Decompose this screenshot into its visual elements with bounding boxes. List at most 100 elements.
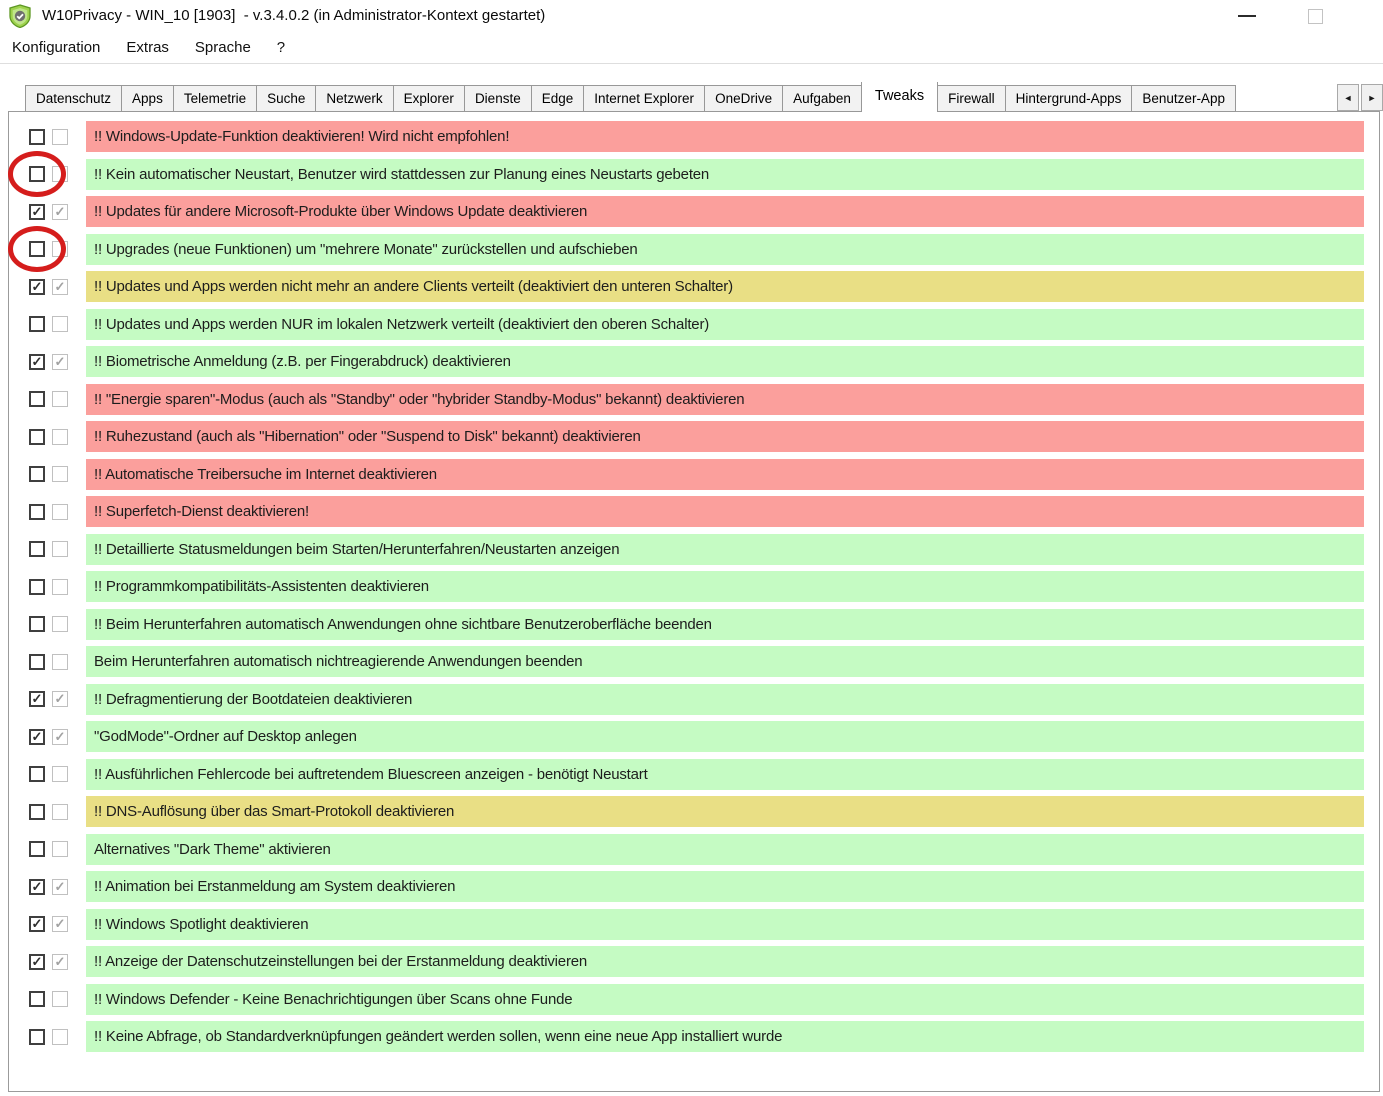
tweak-row: Alternatives "Dark Theme" aktivieren (9, 834, 1379, 865)
tweak-checkbox-primary[interactable] (29, 316, 45, 332)
tab-scroll-left-icon[interactable]: ◄ (1337, 84, 1359, 111)
tweak-checkbox-primary[interactable] (29, 504, 45, 520)
minimize-icon[interactable] (1238, 15, 1256, 17)
tweak-checkbox-primary[interactable] (29, 166, 45, 182)
tweak-row: !! Updates und Apps werden nicht mehr an… (9, 271, 1379, 302)
tweak-checkbox-primary[interactable] (29, 916, 45, 932)
tweak-checkbox-primary[interactable] (29, 654, 45, 670)
tab-explorer[interactable]: Explorer (393, 85, 465, 112)
tweak-checkbox-applied (52, 1029, 68, 1045)
tweak-label: !! Automatische Treibersuche im Internet… (86, 459, 1364, 490)
tweak-label: !! Updates und Apps werden nicht mehr an… (86, 271, 1364, 302)
tweak-checkbox-primary[interactable] (29, 541, 45, 557)
tweak-label: !! Superfetch-Dienst deaktivieren! (86, 496, 1364, 527)
tweak-checkbox-applied (52, 241, 68, 257)
tab-benutzer-app[interactable]: Benutzer-App (1131, 85, 1236, 112)
menu-item-extras[interactable]: Extras (116, 34, 179, 61)
tweak-checkbox-applied (52, 279, 68, 295)
tweak-checkbox-primary[interactable] (29, 241, 45, 257)
menu-item-help[interactable]: ? (267, 34, 295, 61)
tweak-label: !! Updates und Apps werden NUR im lokale… (86, 309, 1364, 340)
tweak-row: !! Updates und Apps werden NUR im lokale… (9, 309, 1379, 340)
tweak-label: "GodMode"-Ordner auf Desktop anlegen (86, 721, 1364, 752)
tweak-label: !! Defragmentierung der Bootdateien deak… (86, 684, 1364, 715)
tweak-row: !! Anzeige der Datenschutzeinstellungen … (9, 946, 1379, 977)
tweak-checkbox-primary[interactable] (29, 841, 45, 857)
tweak-checkbox-applied (52, 916, 68, 932)
tweak-label: !! Ausführlichen Fehlercode bei auftrete… (86, 759, 1364, 790)
maximize-icon[interactable] (1308, 9, 1323, 24)
tab-suche[interactable]: Suche (256, 85, 316, 112)
tweak-checkbox-applied (52, 316, 68, 332)
tab-strip: DatenschutzAppsTelemetrieSucheNetzwerkEx… (25, 82, 1380, 112)
tweak-label: !! Updates für andere Microsoft-Produkte… (86, 196, 1364, 227)
tweak-checkbox-applied (52, 616, 68, 632)
tweak-checkbox-primary[interactable] (29, 466, 45, 482)
tweak-checkbox-primary[interactable] (29, 954, 45, 970)
tweak-checkbox-applied (52, 766, 68, 782)
tab-onedrive[interactable]: OneDrive (704, 85, 783, 112)
tweak-checkbox-applied (52, 654, 68, 670)
tab-tweaks[interactable]: Tweaks (861, 82, 938, 112)
tab-netzwerk[interactable]: Netzwerk (315, 85, 393, 112)
tab-datenschutz[interactable]: Datenschutz (25, 85, 122, 112)
tweak-checkbox-primary[interactable] (29, 391, 45, 407)
tab-edge[interactable]: Edge (531, 85, 585, 112)
window-title: W10Privacy - WIN_10 [1903] - v.3.4.0.2 (… (42, 7, 545, 24)
tweak-row: !! Updates für andere Microsoft-Produkte… (9, 196, 1379, 227)
tweak-checkbox-primary[interactable] (29, 354, 45, 370)
tweak-label: !! Ruhezustand (auch als "Hibernation" o… (86, 421, 1364, 452)
tweak-label: !! Windows-Update-Funktion deaktivieren!… (86, 121, 1364, 152)
tweak-checkbox-applied (52, 579, 68, 595)
tab-dienste[interactable]: Dienste (464, 85, 532, 112)
tweak-checkbox-applied (52, 204, 68, 220)
tweak-checkbox-applied (52, 166, 68, 182)
tweak-checkbox-primary[interactable] (29, 579, 45, 595)
tweak-label: !! Animation bei Erstanmeldung am System… (86, 871, 1364, 902)
tweak-checkbox-primary[interactable] (29, 729, 45, 745)
tweak-label: !! Programmkompatibilitäts-Assistenten d… (86, 571, 1364, 602)
tweak-checkbox-primary[interactable] (29, 616, 45, 632)
tweak-row: !! Windows Spotlight deaktivieren (9, 909, 1379, 940)
tweak-checkbox-primary[interactable] (29, 1029, 45, 1045)
tab-firewall[interactable]: Firewall (937, 85, 1006, 112)
tweak-checkbox-primary[interactable] (29, 691, 45, 707)
tweak-row: !! Automatische Treibersuche im Internet… (9, 459, 1379, 490)
tweak-label: Beim Herunterfahren automatisch nichtrea… (86, 646, 1364, 677)
tweak-row: !! Ruhezustand (auch als "Hibernation" o… (9, 421, 1379, 452)
tab-apps[interactable]: Apps (121, 85, 174, 112)
tweak-row: !! Windows Defender - Keine Benachrichti… (9, 984, 1379, 1015)
tab-internet-explorer[interactable]: Internet Explorer (583, 85, 705, 112)
tweak-checkbox-primary[interactable] (29, 991, 45, 1007)
tweak-checkbox-applied (52, 391, 68, 407)
tweak-label: !! DNS-Auflösung über das Smart-Protokol… (86, 796, 1364, 827)
tweak-label: !! Windows Spotlight deaktivieren (86, 909, 1364, 940)
tweak-checkbox-primary[interactable] (29, 429, 45, 445)
tab-scroll-right-icon[interactable]: ► (1361, 84, 1383, 111)
menu-item-konfiguration[interactable]: Konfiguration (2, 34, 110, 61)
tweak-checkbox-applied (52, 541, 68, 557)
tweak-checkbox-applied (52, 354, 68, 370)
tab-aufgaben[interactable]: Aufgaben (782, 85, 862, 112)
tab-hintergrund-apps[interactable]: Hintergrund-Apps (1005, 85, 1133, 112)
tweak-label: !! Detaillierte Statusmeldungen beim Sta… (86, 534, 1364, 565)
tweak-row: !! "Energie sparen"-Modus (auch als "Sta… (9, 384, 1379, 415)
tweak-label: !! Beim Herunterfahren automatisch Anwen… (86, 609, 1364, 640)
tab-page-tweaks: !! Windows-Update-Funktion deaktivieren!… (8, 111, 1380, 1092)
tweak-row: !! DNS-Auflösung über das Smart-Protokol… (9, 796, 1379, 827)
tweak-checkbox-primary[interactable] (29, 279, 45, 295)
tweak-checkbox-primary[interactable] (29, 766, 45, 782)
tab-telemetrie[interactable]: Telemetrie (173, 85, 257, 112)
tweak-checkbox-primary[interactable] (29, 204, 45, 220)
tweak-checkbox-primary[interactable] (29, 804, 45, 820)
tweak-checkbox-applied (52, 429, 68, 445)
tweak-row: !! Detaillierte Statusmeldungen beim Sta… (9, 534, 1379, 565)
tweak-row: !! Defragmentierung der Bootdateien deak… (9, 684, 1379, 715)
tweak-row: !! Kein automatischer Neustart, Benutzer… (9, 159, 1379, 190)
tweak-checkbox-primary[interactable] (29, 129, 45, 145)
tweak-checkbox-applied (52, 691, 68, 707)
tweak-label: !! Keine Abfrage, ob Standardverknüpfung… (86, 1021, 1364, 1052)
tweak-checkbox-primary[interactable] (29, 879, 45, 895)
menu-item-sprache[interactable]: Sprache (185, 34, 261, 61)
tweak-checkbox-applied (52, 991, 68, 1007)
